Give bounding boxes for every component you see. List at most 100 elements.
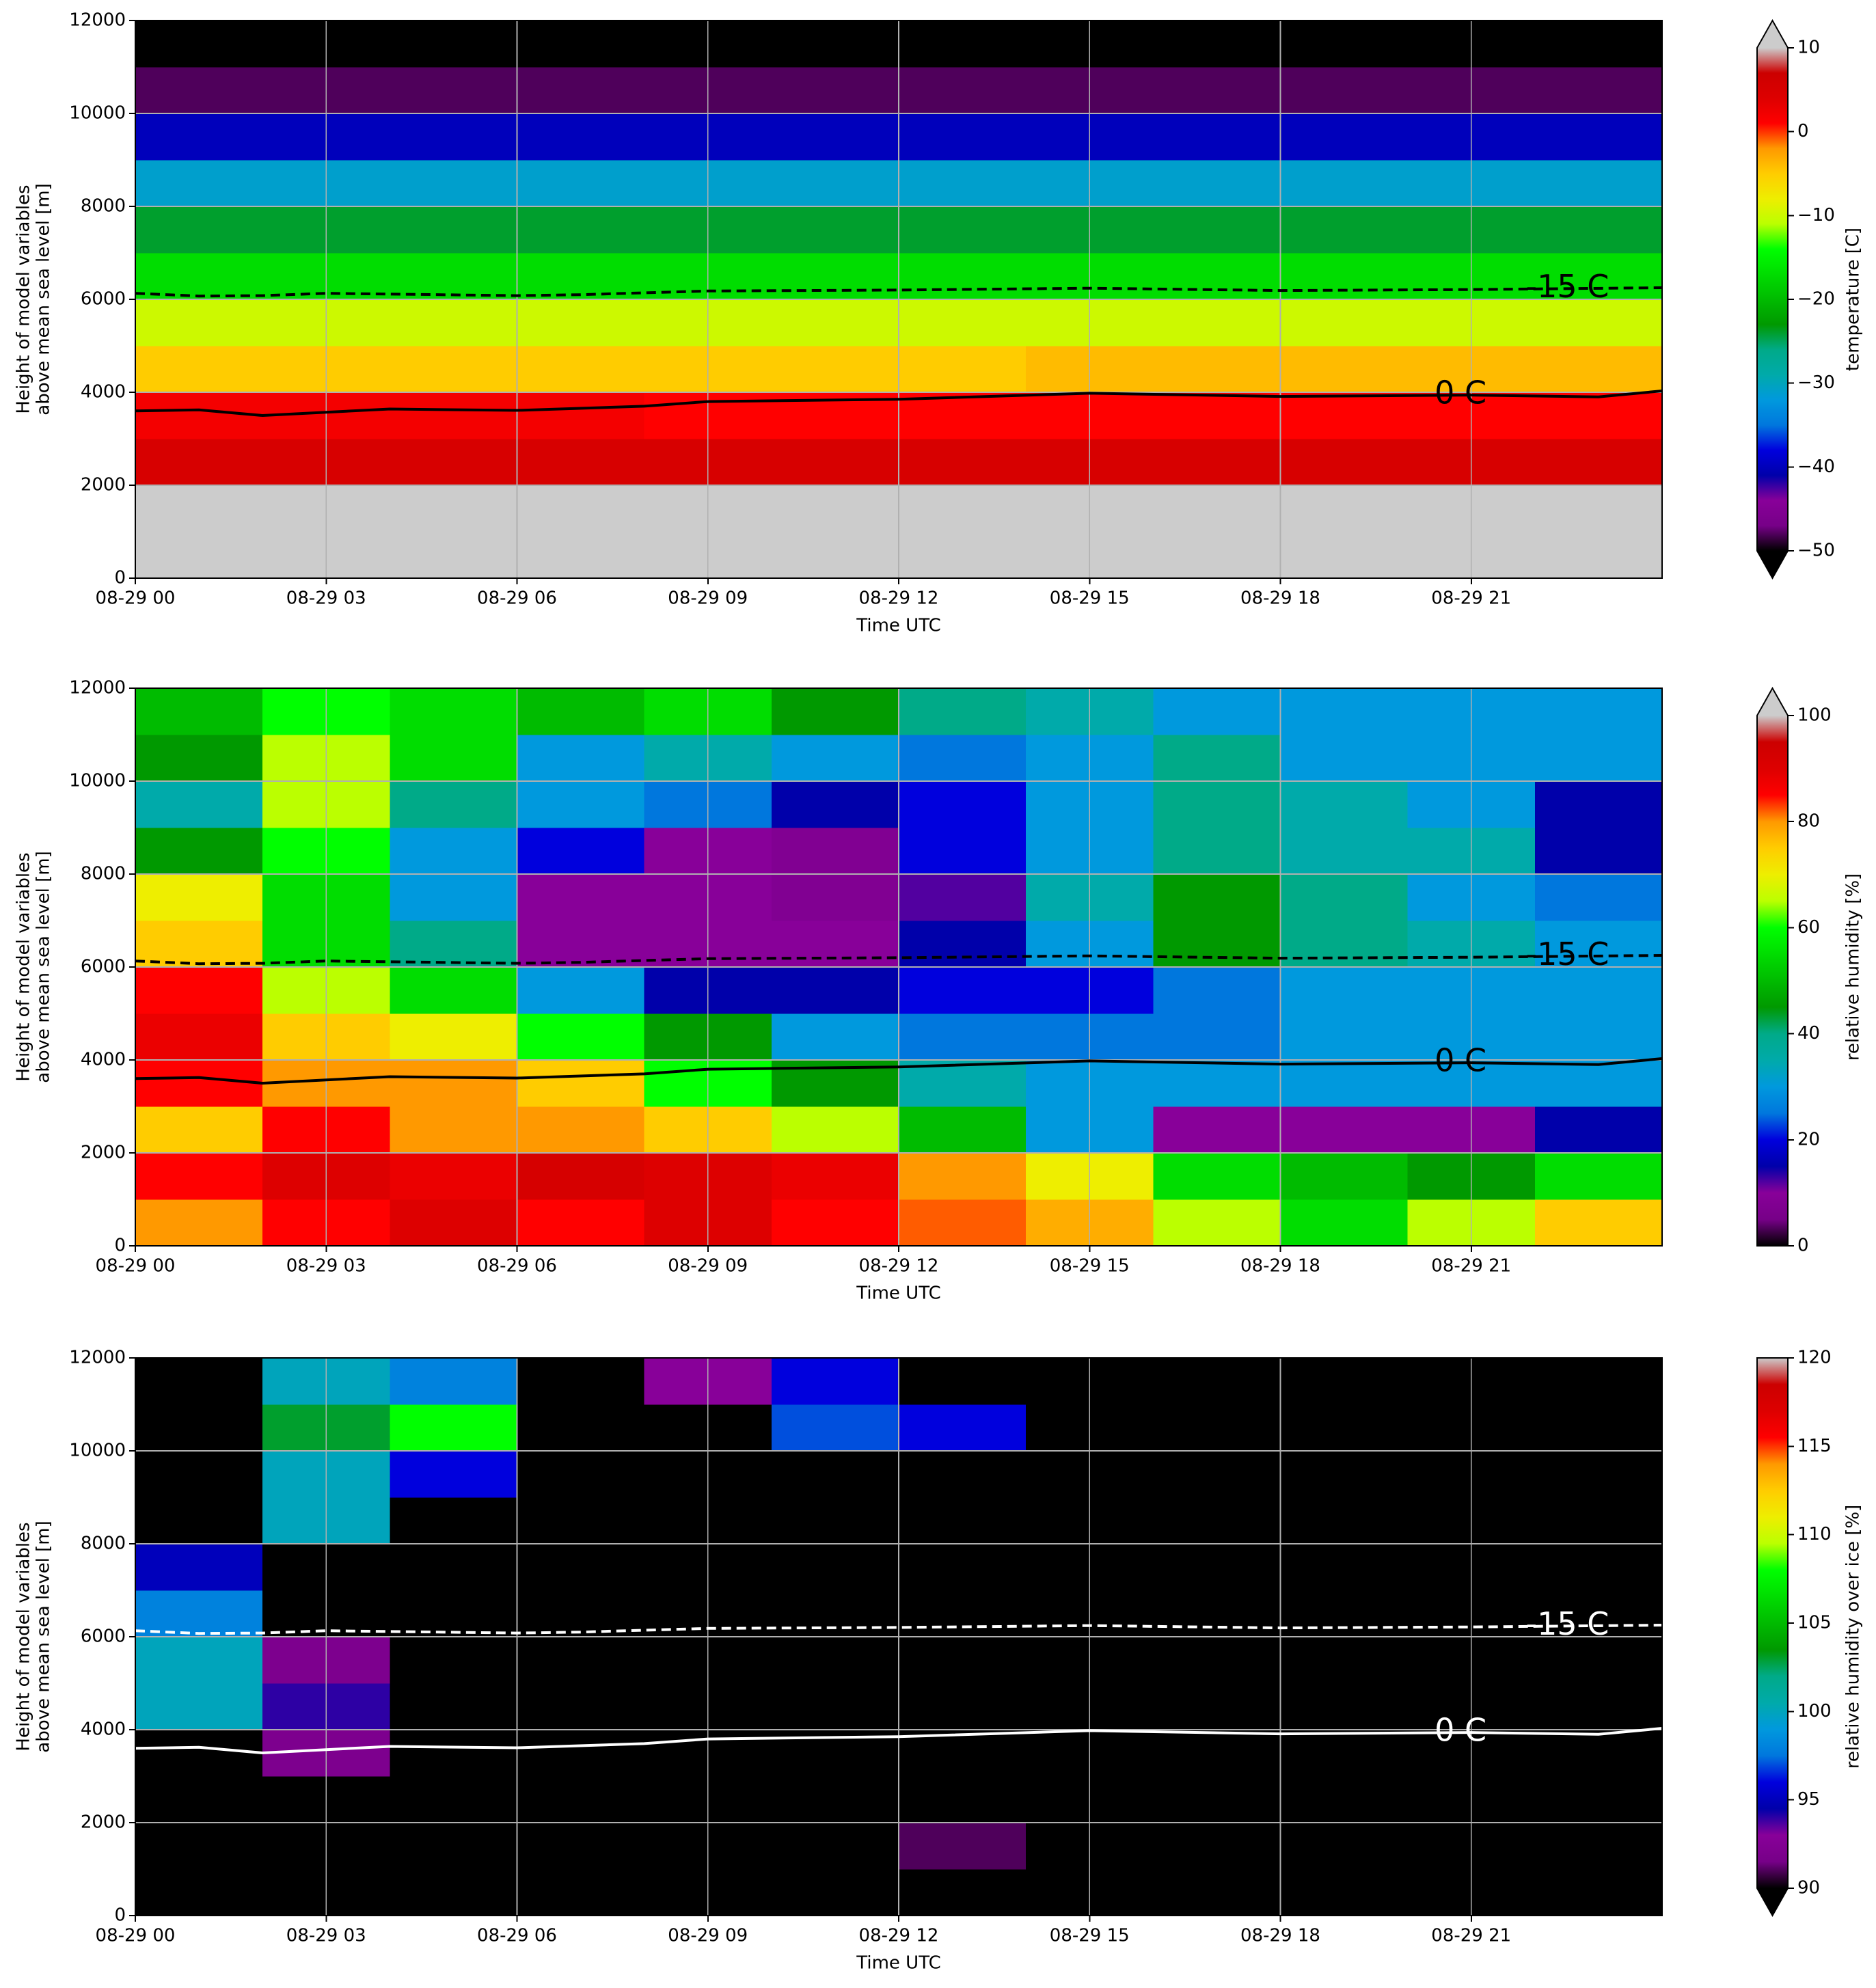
heatmap-cell	[771, 485, 899, 532]
heatmap-cell	[1153, 1869, 1281, 1916]
x-axis-label: Time UTC	[856, 1283, 940, 1304]
heatmap-cell	[390, 1776, 518, 1823]
heatmap-cell	[1153, 967, 1281, 1014]
heatmap-cell	[390, 160, 518, 207]
heatmap-cell	[1280, 1153, 1409, 1200]
panel: 0 C -15 C 08-29 00 08-29 03 08-29 06 08-29 09…	[14, 10, 1864, 636]
heatmap-cell	[771, 781, 899, 828]
heatmap-cell	[1153, 439, 1281, 486]
heatmap-cell	[1534, 160, 1663, 207]
heatmap-cell	[135, 392, 263, 439]
heatmap-cell	[1153, 67, 1281, 114]
heatmap-cell	[899, 392, 1027, 439]
heatmap-cell	[1534, 532, 1663, 579]
heatmap-cell	[1153, 113, 1281, 161]
colorbar	[1757, 48, 1788, 551]
heatmap-cell	[899, 1590, 1027, 1637]
heatmap-cell	[1280, 67, 1409, 114]
heatmap-cell	[771, 1544, 899, 1591]
heatmap-cell	[899, 828, 1027, 875]
heatmap-cell	[1534, 1106, 1663, 1154]
heatmap-cell	[1534, 1776, 1663, 1823]
y-tick-label: 8000	[81, 864, 126, 884]
x-tick-label: 08-29 06	[477, 1256, 557, 1277]
heatmap-cell	[390, 1404, 518, 1452]
heatmap-cell	[771, 160, 899, 207]
heatmap-cell	[899, 1106, 1027, 1154]
colorbar-tick-label: 60	[1797, 917, 1820, 938]
y-tick-label: 0	[114, 1236, 126, 1256]
heatmap-cell	[135, 1730, 263, 1777]
heatmap-cell	[390, 921, 518, 968]
y-axis-label: above mean sea level [m]	[33, 851, 54, 1082]
colorbar-tick-label: 0	[1797, 121, 1809, 141]
heatmap-cell	[1153, 253, 1281, 300]
heatmap-cell	[517, 1013, 645, 1061]
heatmap-cell	[1153, 532, 1281, 579]
y-tick-label: 4000	[81, 382, 126, 403]
panel: 0 C -15 C 08-29 00 08-29 03 08-29 06 08-29 09…	[14, 678, 1864, 1304]
heatmap-cell	[1534, 392, 1663, 439]
colorbar-tick-label: −40	[1797, 457, 1835, 477]
heatmap-cell	[1534, 299, 1663, 346]
heatmap-cell	[899, 1730, 1027, 1777]
colorbar-label: relative humidity over ice [%]	[1843, 1505, 1864, 1769]
heatmap-cell	[135, 1451, 263, 1498]
heatmap-cell	[1153, 735, 1281, 782]
heatmap-cell	[135, 21, 263, 68]
y-tick-label: 6000	[81, 289, 126, 310]
heatmap-cell	[1153, 1776, 1281, 1823]
x-tick-label: 08-29 21	[1431, 588, 1511, 609]
heatmap-cell	[390, 1730, 518, 1777]
heatmap-cell	[1280, 1451, 1409, 1498]
heatmap-cell	[135, 1060, 263, 1107]
heatmap-cell	[1280, 1869, 1409, 1916]
x-tick-label: 08-29 12	[859, 1926, 939, 1946]
heatmap-cell	[390, 21, 518, 68]
contour-label: -15 C	[1526, 1605, 1609, 1642]
colorbar-tick-label: 10	[1797, 38, 1820, 58]
y-tick-label: 12000	[69, 678, 126, 698]
heatmap-cell	[1153, 1590, 1281, 1637]
heatmap-cell	[390, 1358, 518, 1405]
heatmap-cell	[899, 1358, 1027, 1405]
colorbar-tick-label: −20	[1797, 289, 1835, 310]
heatmap-cell	[1153, 1013, 1281, 1061]
heatmap-cell	[899, 439, 1027, 486]
heatmap-cell	[1153, 206, 1281, 254]
heatmap-cell	[135, 1823, 263, 1870]
heatmap-cell	[1280, 21, 1409, 68]
colorbar-tick-label: −50	[1797, 541, 1835, 561]
heatmap-cell	[517, 1358, 645, 1405]
heatmap-cell	[1280, 688, 1409, 735]
heatmap-cell	[1153, 1153, 1281, 1200]
heatmap-cell	[1534, 1637, 1663, 1684]
x-tick-label: 08-29 00	[96, 1926, 176, 1946]
heatmap-cell	[390, 1683, 518, 1730]
x-tick-label: 08-29 09	[668, 588, 748, 609]
heatmap-cell	[1153, 1683, 1281, 1730]
heatmap-cell	[771, 828, 899, 875]
heatmap-cell	[1280, 1683, 1409, 1730]
heatmap-cell	[1534, 113, 1663, 161]
heatmap-cell	[899, 346, 1027, 393]
heatmap-cell	[390, 688, 518, 735]
heatmap-cell	[1534, 1404, 1663, 1452]
y-tick-label: 10000	[69, 771, 126, 791]
x-tick-label: 08-29 03	[286, 1926, 366, 1946]
heatmap-cell	[135, 1544, 263, 1591]
heatmap-cell	[899, 1869, 1027, 1916]
y-tick-label: 10000	[69, 103, 126, 124]
heatmap-cell	[1534, 67, 1663, 114]
heatmap-cell	[517, 1060, 645, 1107]
x-tick-label: 08-29 00	[96, 1256, 176, 1277]
heatmap-cell	[1280, 206, 1409, 254]
heatmap-cell	[1153, 1497, 1281, 1544]
heatmap-cell	[517, 1869, 645, 1916]
colorbar-extend-max	[1757, 21, 1788, 48]
y-tick-label: 10000	[69, 1441, 126, 1461]
y-tick-label: 6000	[81, 1626, 126, 1647]
heatmap-cell	[1534, 1451, 1663, 1498]
heatmap-cell	[135, 1590, 263, 1637]
